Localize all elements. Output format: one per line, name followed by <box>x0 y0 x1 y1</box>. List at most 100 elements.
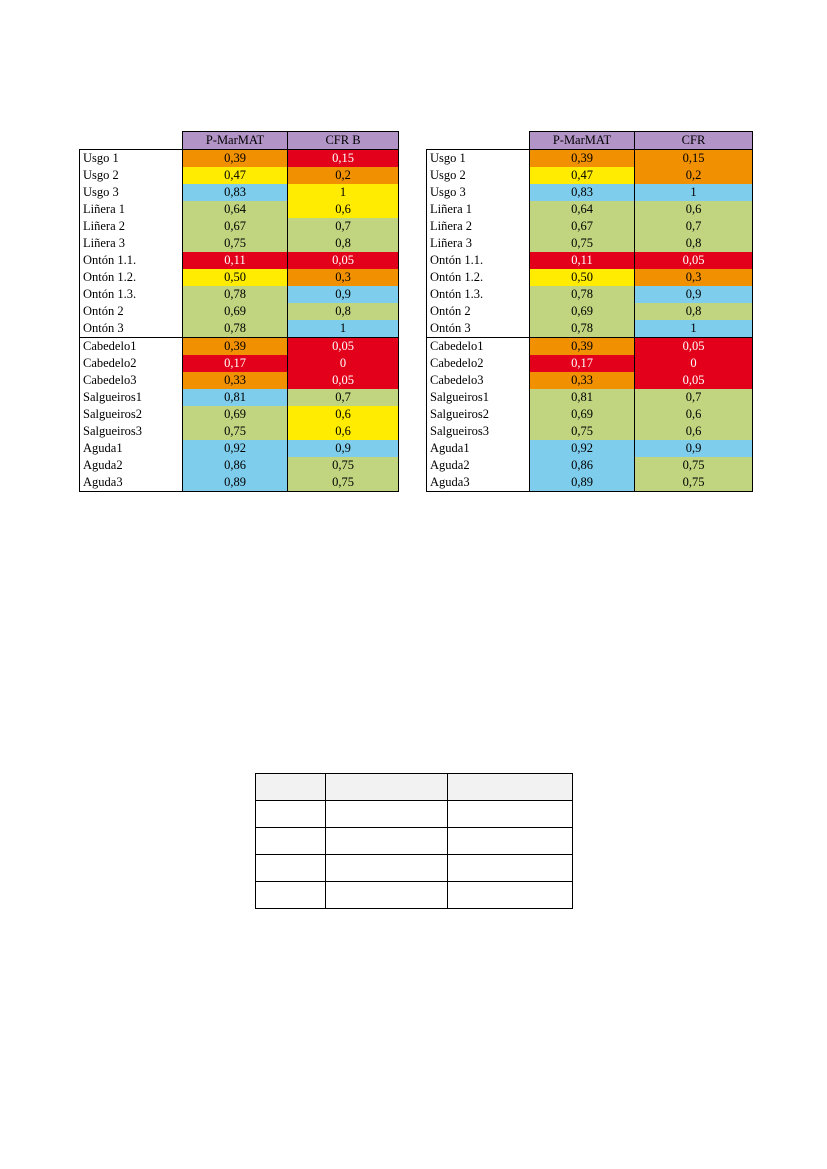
header-row: P-MarMAT CFR <box>427 131 753 150</box>
cfr-value-cell: 0,75 <box>634 474 753 492</box>
cfr-value-cell: 0,05 <box>287 252 399 269</box>
cfr-value-cell: 1 <box>634 320 753 338</box>
cfr-value-cell: 0,2 <box>287 167 399 184</box>
table-right-body: P-MarMAT CFR Usgo 1 0,39 0,15 Usgo 2 0,47 0,2… <box>426 131 753 492</box>
site-label: Cabedelo2 <box>426 355 530 372</box>
table-row: Usgo 3 0,83 1 <box>426 184 753 201</box>
empty-table-row <box>255 827 573 855</box>
cfr-value-cell: 0,6 <box>634 406 753 423</box>
pmarmat-value-cell: 0,78 <box>182 320 288 338</box>
site-label: Usgo 3 <box>79 184 183 201</box>
site-label: Salgueiros3 <box>79 423 183 440</box>
column-header-pmarmat: P-MarMAT <box>529 131 635 150</box>
table-left: P-MarMAT CFR B Usgo 1 0,39 0,15 Usgo 2 0,47 0… <box>79 131 399 492</box>
table-row: Cabedelo1 0,39 0,05 <box>79 337 399 355</box>
table-row: Cabedelo2 0,17 0 <box>79 355 399 372</box>
site-label: Salgueiros1 <box>426 389 530 406</box>
cfr-value-cell: 0,9 <box>287 286 399 303</box>
site-label: Aguda2 <box>426 457 530 474</box>
cfr-value-cell: 1 <box>287 320 399 338</box>
site-label: Ontón 1.2. <box>79 269 183 286</box>
site-label: Ontón 3 <box>426 320 530 338</box>
header-corner <box>80 132 183 150</box>
cfr-value-cell: 0,05 <box>634 372 753 389</box>
table-row: Ontón 1.2. 0,50 0,3 <box>79 269 399 286</box>
header-row: P-MarMAT CFR B <box>80 131 399 150</box>
site-label: Salgueiros1 <box>79 389 183 406</box>
cfr-value-cell: 0,75 <box>287 457 399 474</box>
cfr-value-cell: 0,7 <box>287 389 399 406</box>
pmarmat-value-cell: 0,11 <box>529 252 635 269</box>
pmarmat-value-cell: 0,69 <box>182 406 288 423</box>
cfr-value-cell: 0,8 <box>634 303 753 320</box>
pmarmat-value-cell: 0,47 <box>529 167 635 184</box>
cfr-value-cell: 0,6 <box>634 201 753 218</box>
table-row: Salgueiros2 0,69 0,6 <box>426 406 753 423</box>
site-label: Aguda3 <box>426 474 530 492</box>
header-corner <box>427 132 530 150</box>
pmarmat-value-cell: 0,78 <box>182 286 288 303</box>
cfr-value-cell: 0,6 <box>287 406 399 423</box>
table-row: Liñera 1 0,64 0,6 <box>79 201 399 218</box>
cfr-value-cell: 0,05 <box>287 337 399 355</box>
cfr-value-cell: 0 <box>287 355 399 372</box>
empty-cell <box>255 800 326 828</box>
site-label: Usgo 2 <box>79 167 183 184</box>
table-row: Salgueiros2 0,69 0,6 <box>79 406 399 423</box>
cfr-value-cell: 0,2 <box>634 167 753 184</box>
site-label: Usgo 1 <box>426 149 530 167</box>
empty-cell <box>325 773 448 801</box>
table-row: Ontón 1.1. 0,11 0,05 <box>426 252 753 269</box>
pmarmat-value-cell: 0,64 <box>529 201 635 218</box>
empty-table-row <box>255 800 573 828</box>
pmarmat-value-cell: 0,92 <box>182 440 288 457</box>
site-label: Ontón 2 <box>79 303 183 320</box>
pmarmat-value-cell: 0,83 <box>182 184 288 201</box>
site-label: Salgueiros2 <box>79 406 183 423</box>
table-row: Liñera 3 0,75 0,8 <box>426 235 753 252</box>
table-row: Cabedelo3 0,33 0,05 <box>79 372 399 389</box>
cfr-value-cell: 0,7 <box>634 218 753 235</box>
cfr-value-cell: 0,05 <box>634 252 753 269</box>
pmarmat-value-cell: 0,67 <box>182 218 288 235</box>
pmarmat-value-cell: 0,39 <box>182 337 288 355</box>
pmarmat-value-cell: 0,39 <box>182 149 288 167</box>
site-label: Aguda1 <box>426 440 530 457</box>
pmarmat-value-cell: 0,89 <box>529 474 635 492</box>
site-label: Ontón 1.3. <box>79 286 183 303</box>
cfr-value-cell: 0,3 <box>287 269 399 286</box>
table-right: P-MarMAT CFR Usgo 1 0,39 0,15 Usgo 2 0,47 0,2… <box>426 131 753 492</box>
cfr-value-cell: 0,9 <box>287 440 399 457</box>
empty-cell <box>255 854 326 882</box>
cfr-value-cell: 0,15 <box>287 149 399 167</box>
table-row: Usgo 1 0,39 0,15 <box>79 149 399 167</box>
site-label: Usgo 3 <box>426 184 530 201</box>
table-row: Usgo 2 0,47 0,2 <box>79 167 399 184</box>
site-label: Liñera 2 <box>426 218 530 235</box>
table-row: Aguda1 0,92 0,9 <box>426 440 753 457</box>
site-label: Salgueiros2 <box>426 406 530 423</box>
site-label: Aguda3 <box>79 474 183 492</box>
table-row: Usgo 1 0,39 0,15 <box>426 149 753 167</box>
cfr-value-cell: 0,3 <box>634 269 753 286</box>
site-label: Cabedelo2 <box>79 355 183 372</box>
pmarmat-value-cell: 0,39 <box>529 337 635 355</box>
site-label: Aguda1 <box>79 440 183 457</box>
cfr-value-cell: 0,15 <box>634 149 753 167</box>
pmarmat-value-cell: 0,83 <box>529 184 635 201</box>
table-row: Salgueiros3 0,75 0,6 <box>79 423 399 440</box>
table-row: Aguda3 0,89 0,75 <box>79 474 399 492</box>
site-label: Ontón 2 <box>426 303 530 320</box>
table-row: Salgueiros3 0,75 0,6 <box>426 423 753 440</box>
pmarmat-value-cell: 0,78 <box>529 286 635 303</box>
pmarmat-value-cell: 0,39 <box>529 149 635 167</box>
pmarmat-value-cell: 0,33 <box>182 372 288 389</box>
pmarmat-value-cell: 0,89 <box>182 474 288 492</box>
site-label: Cabedelo1 <box>79 337 183 355</box>
pmarmat-value-cell: 0,86 <box>529 457 635 474</box>
cfr-value-cell: 0,6 <box>287 423 399 440</box>
cfr-value-cell: 0,8 <box>287 303 399 320</box>
empty-cell <box>325 854 448 882</box>
site-label: Aguda2 <box>79 457 183 474</box>
table-row: Ontón 1.1. 0,11 0,05 <box>79 252 399 269</box>
